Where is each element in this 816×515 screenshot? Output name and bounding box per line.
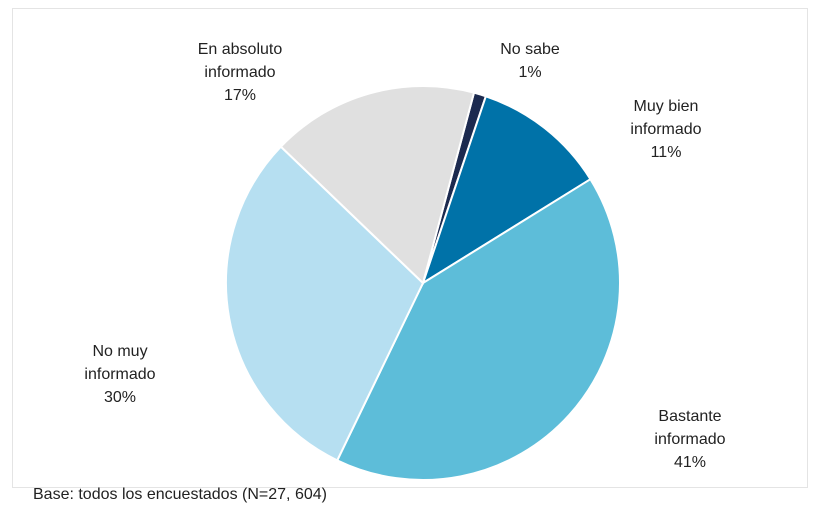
slice-label: No muy informado 30%	[62, 340, 178, 409]
category-label: Muy bien informado	[630, 98, 702, 138]
value-label: 1%	[518, 64, 542, 81]
pie-slice	[279, 85, 476, 285]
pie-slice	[421, 95, 592, 286]
slice-label: En absoluto informado 17%	[182, 38, 298, 107]
slice-label: Bastante informado 41%	[632, 405, 748, 474]
slice-label: No sabe 1%	[472, 38, 588, 84]
pie-slice	[225, 145, 425, 462]
category-label: No muy informado	[84, 343, 156, 383]
category-label: En absoluto informado	[197, 41, 283, 81]
slice-label: Muy bien informado 11%	[608, 95, 724, 164]
value-label: 30%	[103, 389, 137, 406]
category-label: No sabe	[500, 41, 560, 58]
value-label: 11%	[650, 144, 682, 161]
footnote: Base: todos los encuestados (N=27, 604)	[33, 486, 327, 503]
value-label: 17%	[223, 87, 257, 104]
frame	[12, 8, 808, 488]
value-label: 41%	[673, 454, 707, 471]
pie-slice	[335, 177, 621, 481]
category-label: Bastante informado	[654, 408, 726, 448]
